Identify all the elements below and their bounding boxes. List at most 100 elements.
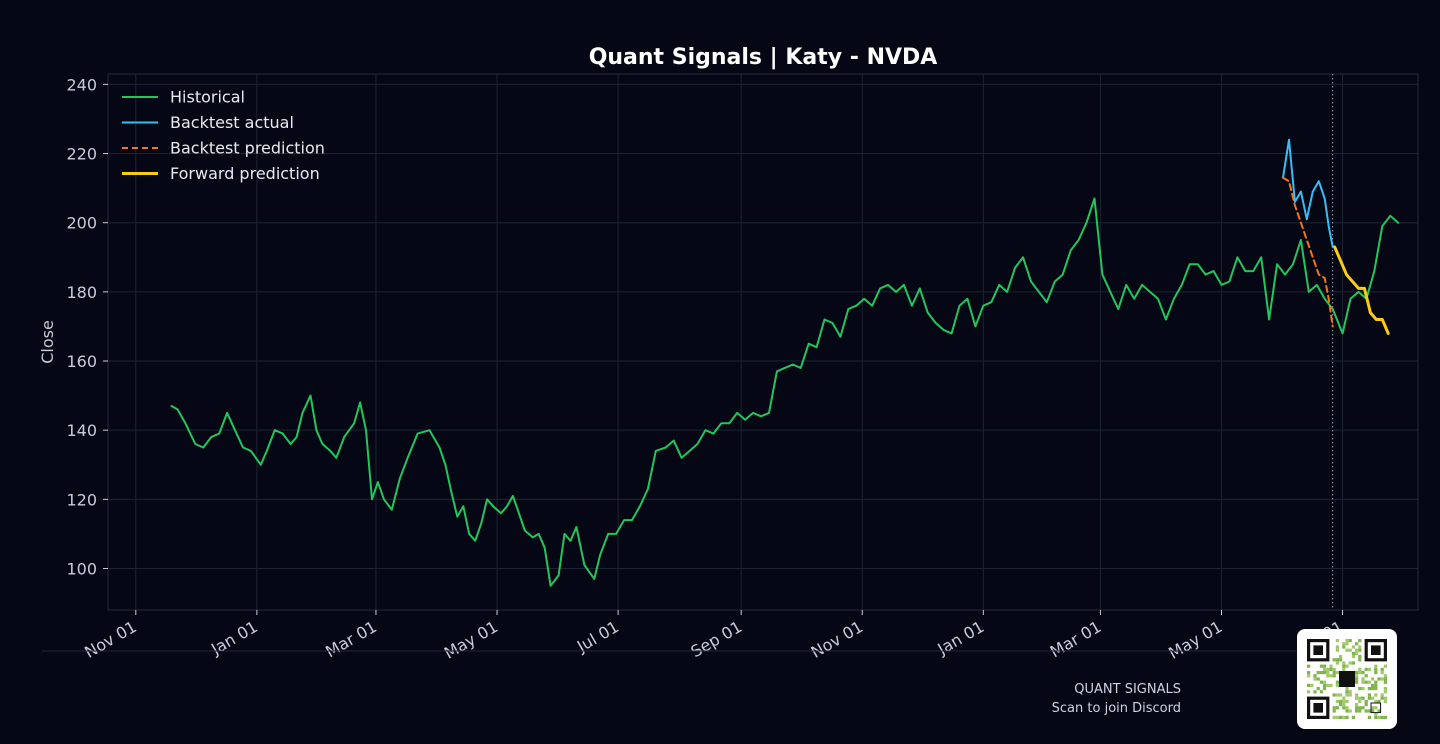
qr-module bbox=[1358, 645, 1362, 649]
qr-module bbox=[1313, 677, 1317, 681]
qr-module bbox=[1351, 655, 1355, 659]
qr-module bbox=[1351, 661, 1355, 665]
qr-module bbox=[1339, 715, 1343, 719]
qr-module bbox=[1335, 671, 1339, 675]
qr-module bbox=[1374, 667, 1378, 671]
qr-module bbox=[1326, 674, 1330, 678]
qr-module bbox=[1335, 661, 1339, 665]
qr-module bbox=[1374, 715, 1378, 719]
qr-module bbox=[1358, 706, 1362, 710]
qr-module bbox=[1374, 664, 1378, 668]
qr-module bbox=[1355, 642, 1359, 646]
qr-module bbox=[1351, 645, 1355, 649]
qr-module bbox=[1383, 664, 1387, 668]
qr-module bbox=[1348, 693, 1352, 697]
qr-module bbox=[1374, 687, 1378, 691]
series-line-forward-prediction bbox=[1333, 245, 1390, 335]
qr-module bbox=[1316, 677, 1320, 681]
y-tick-label: 140 bbox=[66, 421, 97, 440]
qr-module bbox=[1364, 699, 1368, 703]
x-tick-label: Jan 01 bbox=[207, 617, 261, 659]
qr-module bbox=[1307, 664, 1311, 668]
qr-module bbox=[1371, 683, 1375, 687]
qr-module bbox=[1342, 715, 1346, 719]
qr-module bbox=[1345, 706, 1349, 710]
qr-module bbox=[1345, 709, 1349, 713]
qr-module bbox=[1380, 667, 1384, 671]
qr-module bbox=[1313, 674, 1317, 678]
qr-module bbox=[1367, 667, 1371, 671]
y-tick-label: 100 bbox=[66, 560, 97, 579]
qr-module bbox=[1348, 639, 1352, 643]
qr-module bbox=[1383, 677, 1387, 681]
qr-module bbox=[1358, 696, 1362, 700]
qr-module bbox=[1316, 671, 1320, 675]
qr-module bbox=[1355, 709, 1359, 713]
qr-module bbox=[1307, 671, 1311, 675]
qr-module bbox=[1332, 706, 1336, 710]
qr-module bbox=[1361, 671, 1365, 675]
qr-module bbox=[1329, 683, 1333, 687]
qr-module bbox=[1319, 690, 1323, 694]
y-axis-label: Close bbox=[38, 320, 57, 364]
y-tick-label: 240 bbox=[66, 75, 97, 94]
qr-module bbox=[1355, 671, 1359, 675]
qr-module bbox=[1310, 683, 1314, 687]
qr-module bbox=[1355, 651, 1359, 655]
x-tick-label: Jan 01 bbox=[934, 617, 988, 659]
qr-module bbox=[1383, 715, 1387, 719]
qr-module bbox=[1342, 699, 1346, 703]
qr-finder-inner bbox=[1313, 645, 1323, 655]
qr-module bbox=[1374, 699, 1378, 703]
qr-module bbox=[1323, 680, 1327, 684]
qr-module bbox=[1364, 703, 1368, 707]
qr-module bbox=[1374, 712, 1378, 716]
qr-module bbox=[1380, 693, 1384, 697]
qr-module bbox=[1339, 699, 1343, 703]
qr-module bbox=[1374, 693, 1378, 697]
x-tick-label: May 01 bbox=[1165, 617, 1225, 663]
legend: Historical Backtest actual Backtest predic… bbox=[122, 88, 325, 183]
legend-label: Forward prediction bbox=[170, 164, 320, 183]
footer-brand: QUANT SIGNALS bbox=[1074, 682, 1181, 697]
x-tick-label: Mar 01 bbox=[322, 617, 380, 661]
qr-module bbox=[1313, 690, 1317, 694]
qr-module bbox=[1371, 687, 1375, 691]
qr-module bbox=[1323, 683, 1327, 687]
qr-module bbox=[1377, 699, 1381, 703]
qr-module bbox=[1316, 687, 1320, 691]
qr-module bbox=[1358, 667, 1362, 671]
qr-module bbox=[1339, 658, 1343, 662]
qr-module bbox=[1335, 683, 1339, 687]
qr-module bbox=[1383, 687, 1387, 691]
qr-module bbox=[1332, 715, 1336, 719]
qr-module bbox=[1335, 658, 1339, 662]
qr-module bbox=[1332, 658, 1336, 662]
qr-module bbox=[1335, 699, 1339, 703]
qr-code-icon[interactable] bbox=[1297, 629, 1397, 729]
y-tick-label: 220 bbox=[66, 145, 97, 164]
qr-module bbox=[1348, 648, 1352, 652]
y-tick-label: 200 bbox=[66, 214, 97, 233]
qr-module bbox=[1335, 648, 1339, 652]
qr-module bbox=[1342, 706, 1346, 710]
qr-module bbox=[1380, 696, 1384, 700]
qr-module bbox=[1361, 687, 1365, 691]
plot-frame bbox=[107, 73, 1419, 611]
qr-module bbox=[1326, 667, 1330, 671]
qr-module bbox=[1342, 642, 1346, 646]
qr-module bbox=[1335, 639, 1339, 643]
qr-module bbox=[1358, 655, 1362, 659]
qr-module bbox=[1332, 671, 1336, 675]
x-tick-label: May 01 bbox=[441, 617, 501, 663]
qr-module bbox=[1367, 693, 1371, 697]
qr-module bbox=[1371, 696, 1375, 700]
qr-module bbox=[1345, 642, 1349, 646]
qr-alignment bbox=[1370, 702, 1382, 714]
qr-module bbox=[1332, 709, 1336, 713]
qr-module bbox=[1374, 706, 1378, 710]
qr-module bbox=[1355, 693, 1359, 697]
series-layer bbox=[170, 74, 1400, 610]
